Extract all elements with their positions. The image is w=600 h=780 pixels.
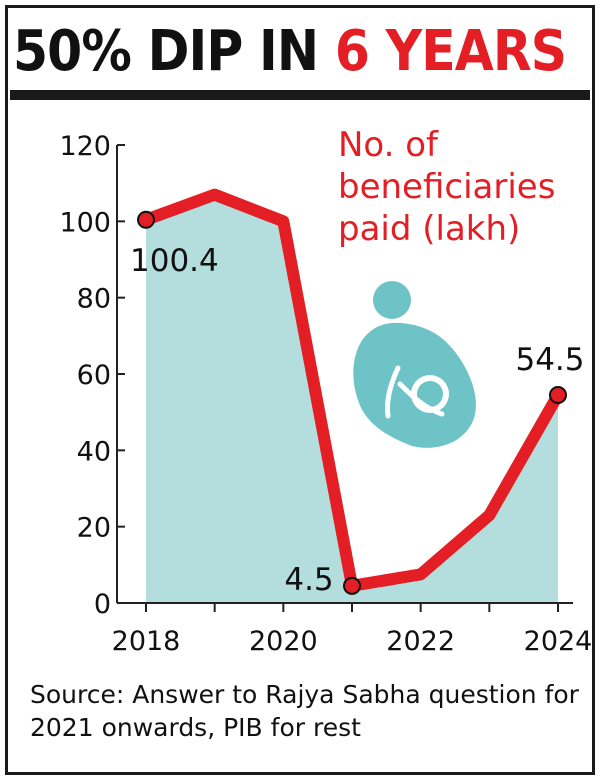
legend-label-line: paid (lakh) (338, 209, 520, 249)
y-tick-label: 0 (94, 589, 111, 620)
y-tick-label: 80 (77, 284, 111, 315)
x-tick-label: 2022 (386, 626, 455, 657)
legend-label-line: No. of (338, 125, 439, 165)
data-label: 100.4 (130, 243, 219, 279)
x-tick-label: 2020 (249, 626, 318, 657)
area-fill (146, 194, 558, 603)
headline-rule (10, 90, 590, 100)
data-label: 4.5 (284, 562, 333, 598)
annotation-marker (549, 385, 567, 404)
x-tick-label: 2018 (112, 626, 181, 657)
data-point (487, 513, 492, 518)
annotation-marker (137, 210, 155, 229)
headline-part-1: 50% DIP IN (13, 19, 335, 84)
mother-arm-line (385, 365, 401, 419)
x-tick-label: 2024 (524, 626, 593, 657)
baby-head (417, 381, 443, 407)
headline: 50% DIP IN 6 YEARS (13, 19, 567, 84)
annotation-layer: 100.4 4.5 54.5 (130, 210, 585, 598)
baby-outline (397, 381, 445, 417)
axes: 0 20 40 60 80 100 120 2018 2020 2022 2024 (59, 131, 592, 657)
chart-frame (5, 5, 595, 775)
headline-part-2: 6 YEARS (334, 19, 567, 84)
legend-label-line: beneficiaries (338, 167, 555, 207)
area-layer (146, 194, 558, 603)
data-point (418, 572, 423, 577)
y-tick-label: 100 (59, 207, 111, 238)
mother-baby-icon (353, 281, 476, 448)
mother-head (373, 281, 411, 319)
y-tick-label: 20 (77, 513, 111, 544)
y-tick-label: 120 (59, 131, 111, 162)
data-label: 54.5 (515, 342, 584, 378)
data-point (281, 219, 286, 224)
y-tick-label: 60 (77, 360, 111, 391)
annotation-marker (343, 576, 361, 595)
data-point (212, 192, 217, 197)
source-note: Source: Answer to Rajya Sabha question f… (30, 680, 579, 742)
y-tick-label: 40 (77, 436, 111, 467)
